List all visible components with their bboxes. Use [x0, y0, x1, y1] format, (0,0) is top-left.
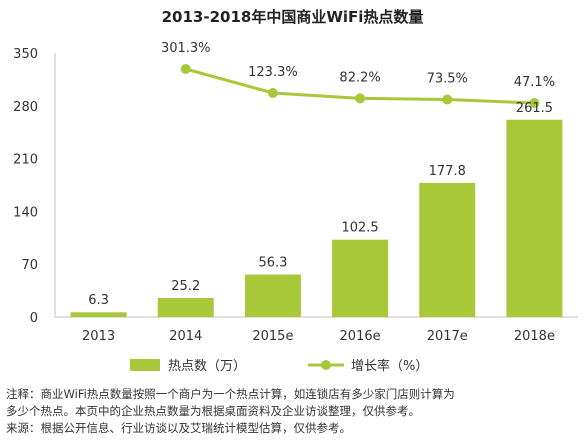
growth-value-label: 73.5% — [427, 72, 468, 87]
bar-value-label: 25.2 — [171, 279, 200, 294]
x-tick-label: 2016e — [340, 329, 381, 344]
legend-bar-label: 热点数（万） — [168, 359, 246, 374]
legend-line-label: 增长率（%） — [351, 358, 428, 374]
x-tick-label: 2018e — [514, 329, 555, 344]
y-tick-label: 350 — [13, 47, 38, 62]
growth-value-label: 82.2% — [339, 70, 380, 85]
bar — [506, 119, 563, 317]
x-tick-label: 2013 — [82, 329, 115, 344]
legend: 热点数（万） 增长率（%） — [130, 358, 428, 374]
legend-line-marker — [321, 360, 331, 370]
chart-title: 2013-2018年中国商业WiFi热点数量 — [161, 8, 424, 26]
bars — [70, 119, 563, 317]
bar — [419, 182, 476, 317]
growth-point — [180, 64, 191, 74]
growth-point — [442, 94, 453, 105]
growth-point — [529, 98, 540, 108]
y-tick-label: 210 — [13, 153, 38, 168]
axes: 0 70 140 210 280 350 2013 2014 2015e 2016e 2017e 20… — [13, 47, 578, 344]
data-labels: 6.3 25.2 56.3 102.5 177.8 261.5 301.3% 123.3% 82… — [88, 41, 555, 308]
growth-line — [180, 64, 540, 108]
bar — [332, 239, 389, 317]
x-tick-label: 2017e — [427, 329, 468, 344]
note-line-1: 注释：商业WiFi热点数量按照一个商户为一个热点计算，如连锁店有多少家门店则计算… — [6, 387, 455, 401]
growth-value-label: 301.3% — [161, 41, 211, 56]
growth-point — [355, 93, 366, 104]
bar — [157, 297, 214, 317]
y-tick-label: 140 — [13, 205, 38, 220]
x-tick-label: 2014 — [169, 329, 202, 344]
y-tick-label: 280 — [13, 100, 38, 115]
y-tick-label: 0 — [30, 311, 38, 326]
bar-value-label: 102.5 — [341, 221, 378, 236]
bar-value-label: 261.5 — [516, 101, 553, 116]
y-tick-label: 70 — [21, 258, 38, 273]
source-line: 来源：根据公开信息、行业访谈以及艾瑞统计模型估算，仅供参考。 — [6, 421, 351, 435]
legend-bar-swatch — [130, 359, 160, 371]
bar — [70, 312, 127, 317]
bar — [244, 274, 301, 317]
bar-value-label: 177.8 — [429, 164, 466, 179]
bar-value-label: 6.3 — [88, 293, 109, 308]
x-tick-label: 2015e — [252, 329, 293, 344]
growth-value-label: 123.3% — [248, 65, 298, 80]
growth-point — [267, 88, 278, 98]
growth-value-label: 47.1% — [514, 75, 555, 90]
bar-value-label: 56.3 — [258, 256, 287, 271]
note-line-2: 多少个热点。本页中的企业热点数量为根据桌面资料及企业访谈整理，仅供参考。 — [6, 404, 420, 418]
